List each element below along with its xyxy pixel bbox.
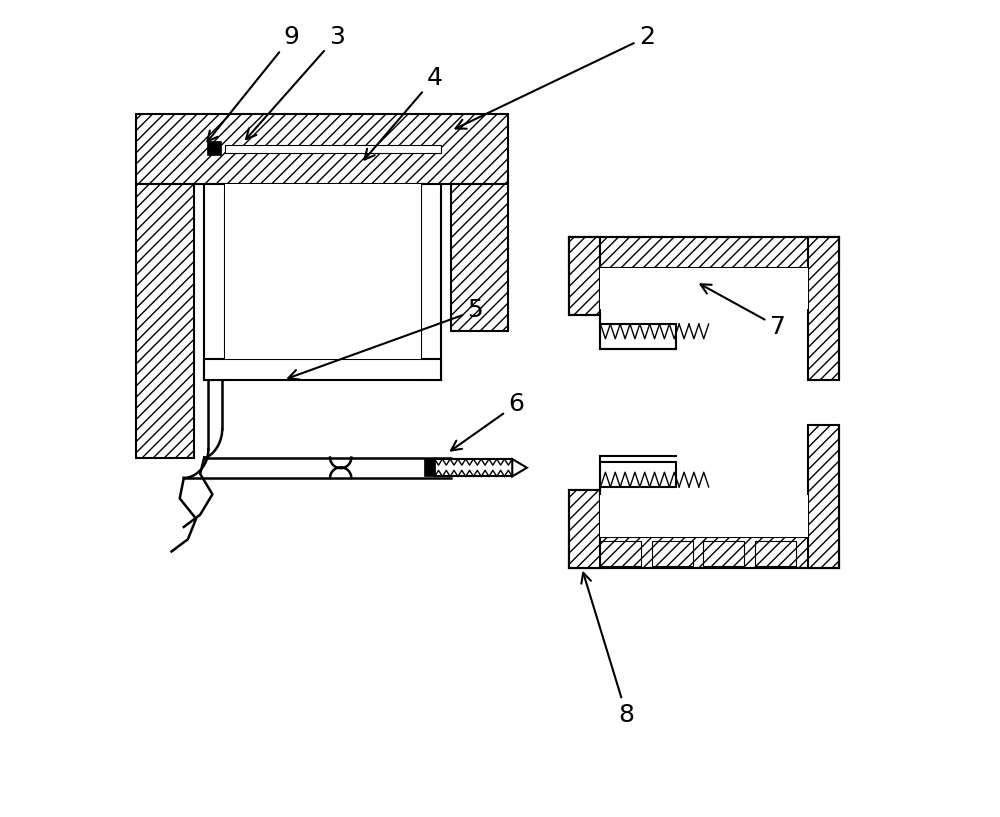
Polygon shape bbox=[512, 459, 527, 476]
Bar bbox=[569, 237, 839, 268]
Bar bbox=[204, 359, 441, 380]
Text: 7: 7 bbox=[701, 284, 786, 339]
Bar bbox=[569, 237, 600, 315]
Text: 6: 6 bbox=[451, 392, 524, 450]
Bar bbox=[136, 114, 508, 184]
Bar bbox=[225, 184, 421, 359]
Bar bbox=[204, 184, 225, 380]
Bar bbox=[652, 542, 693, 566]
Bar bbox=[808, 237, 839, 380]
Bar bbox=[421, 184, 441, 380]
Bar bbox=[755, 542, 796, 566]
Bar bbox=[225, 145, 441, 153]
Bar bbox=[569, 537, 839, 568]
Text: 5: 5 bbox=[288, 298, 483, 379]
Bar bbox=[600, 542, 641, 566]
Bar bbox=[600, 462, 676, 487]
Bar bbox=[808, 425, 839, 568]
Bar bbox=[703, 542, 744, 566]
Text: 2: 2 bbox=[456, 25, 655, 129]
Text: 9: 9 bbox=[207, 25, 300, 141]
Bar bbox=[136, 184, 194, 458]
Text: 4: 4 bbox=[364, 65, 443, 159]
Bar bbox=[569, 490, 600, 568]
Text: 3: 3 bbox=[246, 25, 345, 139]
Bar bbox=[207, 141, 221, 155]
Bar bbox=[600, 324, 676, 349]
Text: 8: 8 bbox=[581, 573, 635, 727]
Bar bbox=[600, 495, 808, 537]
Bar bbox=[451, 184, 508, 331]
Bar bbox=[600, 268, 808, 310]
Bar bbox=[424, 459, 435, 476]
